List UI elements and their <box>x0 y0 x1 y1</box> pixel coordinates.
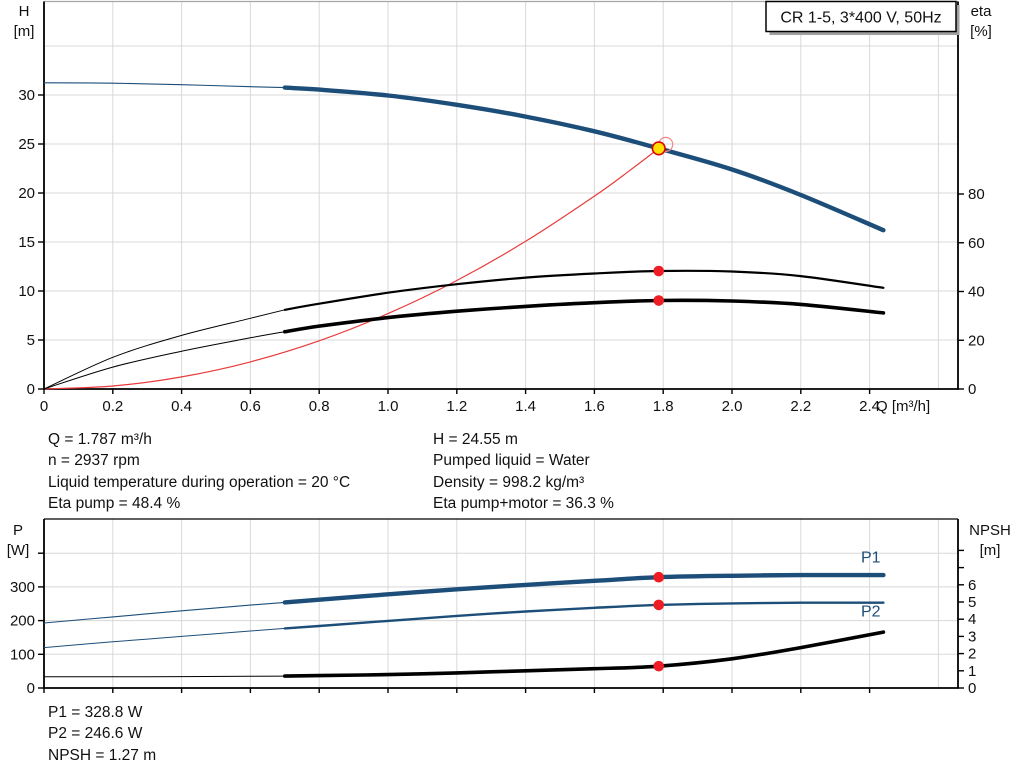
y-right-tick-label: 4 <box>968 611 976 628</box>
y-right-tick-label: 20 <box>968 332 985 349</box>
x-tick-label: 1.4 <box>515 398 536 415</box>
title-box-frame <box>765 0 957 33</box>
x-tick-label: 1.2 <box>446 398 467 415</box>
y-right-axis-unit: [%] <box>970 23 992 40</box>
eta-pump-motor-curve-thin-segment <box>43 331 285 390</box>
p2-curve-thin-segment <box>43 627 285 649</box>
y-left-axis-unit: [m] <box>14 23 35 40</box>
y-right-axis-unit: [m] <box>980 542 1001 559</box>
y-left-axis-name: H <box>19 3 30 20</box>
info-line-eta-pump-motor: Eta pump+motor = 36.3 % <box>433 495 614 513</box>
info-line-p2: P2 = 246.6 W <box>48 725 143 743</box>
axis-ticks: 0 0.2 0.4 0.6 0.8 1.0 1.2 1.4 1.6 1.8 2.0 2.2 2.4Q [… <box>18 87 984 415</box>
x-tick-label: 0 <box>40 398 48 415</box>
y-left-tick-label: 10 <box>18 283 35 300</box>
qh-eta-chart: 0 0.2 0.4 0.6 0.8 1.0 1.2 1.4 1.6 1.8 2.0 2.2 2.4Q [… <box>14 0 993 415</box>
qh-curve <box>43 82 886 233</box>
p2-curve <box>43 601 885 649</box>
power-npsh-values: P1 = 328.8 W P2 = 246.6 W NPSH = 1.27 m <box>48 702 156 766</box>
duty-point-eta-pump <box>653 265 665 277</box>
x-tick-label: 0.2 <box>102 398 123 415</box>
info-line-npsh: NPSH = 1.27 m <box>48 746 157 764</box>
y-right-tick-label: 1 <box>968 663 976 680</box>
y-left-axis-unit: [W] <box>7 542 30 559</box>
info-line-p1: P1 = 328.8 W <box>48 704 143 721</box>
duty-point-p2 <box>653 599 665 611</box>
y-right-axis-name: NPSH <box>969 522 1011 539</box>
duty-point-npsh <box>653 660 665 672</box>
y-right-tick-label: 80 <box>968 186 985 203</box>
qh-curve-thick-segment <box>282 85 886 233</box>
x-tick-label: 0.6 <box>240 398 261 415</box>
p2-curve-thick-segment <box>283 601 885 630</box>
y-left-tick-label: 5 <box>27 332 35 349</box>
eta-pump-motor-curve <box>43 298 886 390</box>
info-line-eta-pump: Eta pump = 48.4 % <box>48 495 181 513</box>
x-tick-label: 2.0 <box>722 398 743 415</box>
duty-point-eta-pump-motor <box>653 295 665 306</box>
info-line-pumped-liquid: Pumped liquid = Water <box>433 452 590 470</box>
info-line-q: Q = 1.787 m³/h <box>48 431 152 448</box>
title-box: CR 1-5, 3*400 V, 50Hz <box>765 0 960 35</box>
y-right-axis-name: eta <box>971 3 993 20</box>
duty-point-p1 <box>653 571 665 583</box>
y-right-tick-label: 40 <box>968 284 985 301</box>
gridlines <box>44 1 958 389</box>
eta-pump-curve-thin-segment <box>43 309 285 390</box>
p1-curve <box>43 572 886 624</box>
y-left-tick-label: 15 <box>18 234 35 251</box>
npsh-curve-thick-segment <box>283 630 886 678</box>
system-curve <box>43 147 660 390</box>
y-left-tick-label: 300 <box>10 579 35 596</box>
operating-point-info-left: Q = 1.787 m³/h n = 2937 rpm Liquid tempe… <box>48 429 350 515</box>
info-line-head: H = 24.55 m <box>433 431 518 448</box>
y-right-tick-label: 60 <box>968 235 985 252</box>
system-curve-line <box>43 147 660 390</box>
info-line-liquid-temperature: Liquid temperature during operation = 20… <box>48 473 351 491</box>
y-right-tick-label: 0 <box>968 381 976 398</box>
x-tick-label: 2.4 <box>859 398 880 415</box>
y-right-tick-label: 2 <box>968 646 976 663</box>
y-left-tick-label: 20 <box>18 185 35 202</box>
eta-pump-curve <box>43 269 885 390</box>
eta-pump-motor-curve-thick-segment <box>283 298 886 334</box>
y-left-tick-label: 30 <box>18 87 35 104</box>
p2-label: P2 <box>861 604 881 621</box>
info-line-density: Density = 998.2 kg/m³ <box>433 473 585 491</box>
y-left-axis-name: P <box>13 522 23 539</box>
x-tick-label: 1.6 <box>584 398 605 415</box>
x-tick-label: 0.8 <box>309 398 330 415</box>
npsh-curve-thin-segment <box>43 675 285 678</box>
y-right-tick-label: 5 <box>968 594 976 611</box>
y-left-tick-label: 100 <box>10 646 35 663</box>
y-left-tick-label: 0 <box>27 680 35 697</box>
x-tick-label: 1.8 <box>653 398 674 415</box>
duty-point-qh[interactable] <box>651 141 666 156</box>
y-right-tick-label: 0 <box>968 680 976 697</box>
x-tick-label: 1.0 <box>378 398 399 415</box>
operating-point-info-right: H = 24.55 m Pumped liquid = Water Densit… <box>433 429 614 515</box>
info-line-speed: n = 2937 rpm <box>48 452 140 470</box>
y-left-tick-label: 0 <box>27 381 35 398</box>
x-axis-unit-label: Q [m³/h] <box>876 398 930 415</box>
x-tick-label: 2.2 <box>790 398 811 415</box>
qh-curve-thin-segment <box>43 82 285 89</box>
y-right-tick-label: 3 <box>968 628 976 645</box>
npsh-curve <box>43 630 886 678</box>
p1-curve-thin-segment <box>43 601 285 624</box>
y-left-tick-label: 200 <box>10 613 35 630</box>
p1-curve-thick-segment <box>282 572 886 605</box>
x-tick-label: 0.4 <box>171 398 192 415</box>
y-left-tick-label: 25 <box>18 136 35 153</box>
y-right-tick-label: 6 <box>968 577 976 594</box>
eta-pump-curve-thick-segment <box>283 269 885 311</box>
p1-label: P1 <box>861 550 881 567</box>
pump-title: CR 1-5, 3*400 V, 50Hz <box>780 10 941 27</box>
